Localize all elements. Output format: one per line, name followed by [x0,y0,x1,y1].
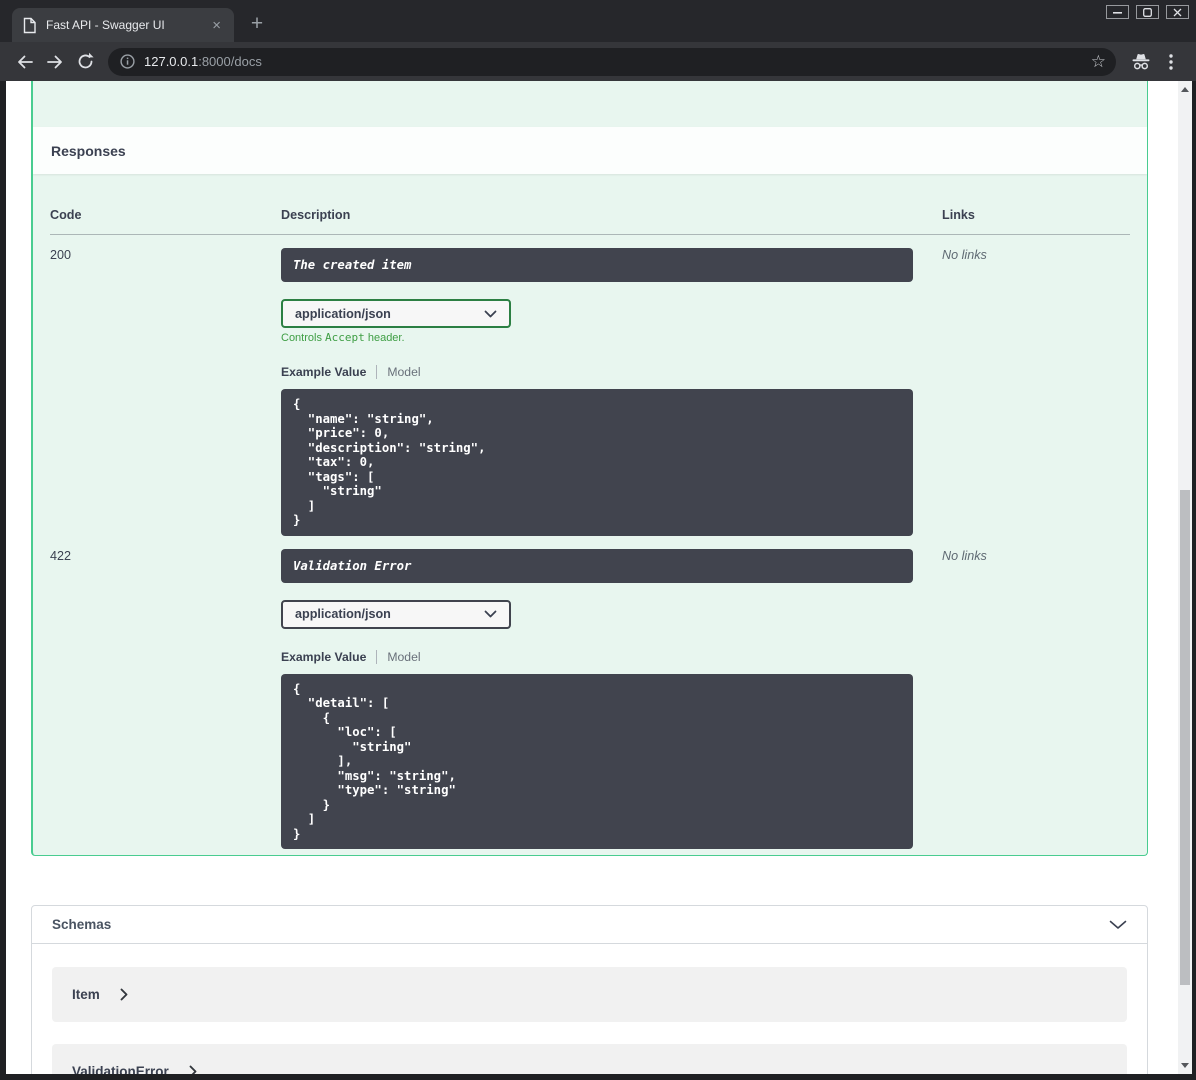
chevron-right-icon [120,988,128,1001]
browser-menu-icon[interactable] [1156,47,1186,77]
site-info-icon[interactable] [120,54,135,69]
swagger-page: Responses Code Description Links 200 The… [6,81,1178,1080]
response-row-200: 200 The created item application/json Co… [50,235,1130,536]
model-item[interactable]: Item [52,967,1127,1022]
url-text[interactable]: 127.0.0.1:8000/docs [144,54,1091,69]
chevron-down-icon [484,610,497,618]
tab-title: Fast API - Swagger UI [46,18,165,32]
responses-table: Code Description Links 200 The created i… [33,174,1147,855]
schemas-section: Schemas Item ValidationError [31,905,1148,1080]
description-column-header: Description [281,208,351,222]
response-description: Validation Error [281,548,913,583]
scroll-up-icon[interactable] [1181,87,1189,92]
code-column-header: Code [50,208,82,222]
maximize-button[interactable] [1136,5,1159,19]
example-json-block: { "detail": [ { "loc": [ "string" ], "ms… [281,673,913,849]
url-host: 127.0.0.1 [144,54,199,69]
tab-model[interactable]: Model [387,365,421,379]
response-row-422: 422 Validation Error application/json [50,536,1130,849]
window-border-right [1192,81,1196,1080]
browser-window: Fast API - Swagger UI × + [0,0,1196,81]
minimize-button[interactable] [1106,5,1129,19]
responses-title: Responses [51,142,126,159]
incognito-icon [1126,47,1156,77]
model-name: Item [72,987,100,1002]
no-links-label: No links [942,548,987,563]
schemas-models: Item ValidationError [32,944,1147,1080]
response-code: 200 [50,248,72,262]
tab-separator [376,649,378,664]
accept-header-note: Controls Accept header. [281,331,405,344]
schemas-title: Schemas [52,917,112,932]
window-border-left [0,81,6,1080]
new-tab-button[interactable]: + [250,12,264,35]
links-column-header: Links [942,208,975,222]
example-json-block: { "name": "string", "price": 0, "descrip… [281,389,913,536]
tab-close-icon[interactable]: × [212,16,221,34]
opblock-body-spacer [33,81,1147,127]
url-bar[interactable]: 127.0.0.1:8000/docs ☆ [108,47,1116,76]
tab-bar: Fast API - Swagger UI × + [0,0,1196,42]
browser-tab[interactable]: Fast API - Swagger UI × [12,8,234,42]
media-type-value: application/json [295,607,391,621]
tab-model[interactable]: Model [387,649,421,664]
page-scrollbar[interactable] [1178,81,1192,1074]
chevron-down-icon [484,310,497,318]
example-model-tabs: Example Value Model [281,365,913,379]
responses-table-header: Code Description Links [50,194,1130,235]
chevron-down-icon[interactable] [1109,920,1127,930]
back-button[interactable] [10,47,40,77]
response-description: The created item [281,248,913,282]
tab-example-value[interactable]: Example Value [281,649,367,664]
example-model-tabs: Example Value Model [281,649,913,664]
media-type-value: application/json [295,306,391,321]
no-links-label: No links [942,248,987,262]
reload-button[interactable] [70,47,100,77]
browser-toolbar: 127.0.0.1:8000/docs ☆ [0,42,1196,81]
url-path: :8000/docs [198,54,262,69]
window-border-bottom [0,1074,1196,1080]
responses-section-header: Responses [33,127,1147,174]
tab-separator [376,365,378,379]
scrollbar-thumb[interactable] [1180,490,1190,985]
response-code: 422 [50,548,72,563]
media-type-select[interactable]: application/json [281,299,511,328]
schemas-header[interactable]: Schemas [32,906,1147,944]
page-favicon-icon [22,17,37,34]
tab-example-value[interactable]: Example Value [281,365,367,379]
bookmark-star-icon[interactable]: ☆ [1090,52,1106,71]
opblock-post-panel: Responses Code Description Links 200 The… [31,81,1148,856]
page-viewport: Responses Code Description Links 200 The… [0,81,1196,1080]
forward-button[interactable] [40,47,70,77]
media-type-select[interactable]: application/json [281,599,511,629]
window-controls [1106,5,1189,19]
scroll-down-icon[interactable] [1181,1063,1189,1068]
close-button[interactable] [1166,5,1189,19]
